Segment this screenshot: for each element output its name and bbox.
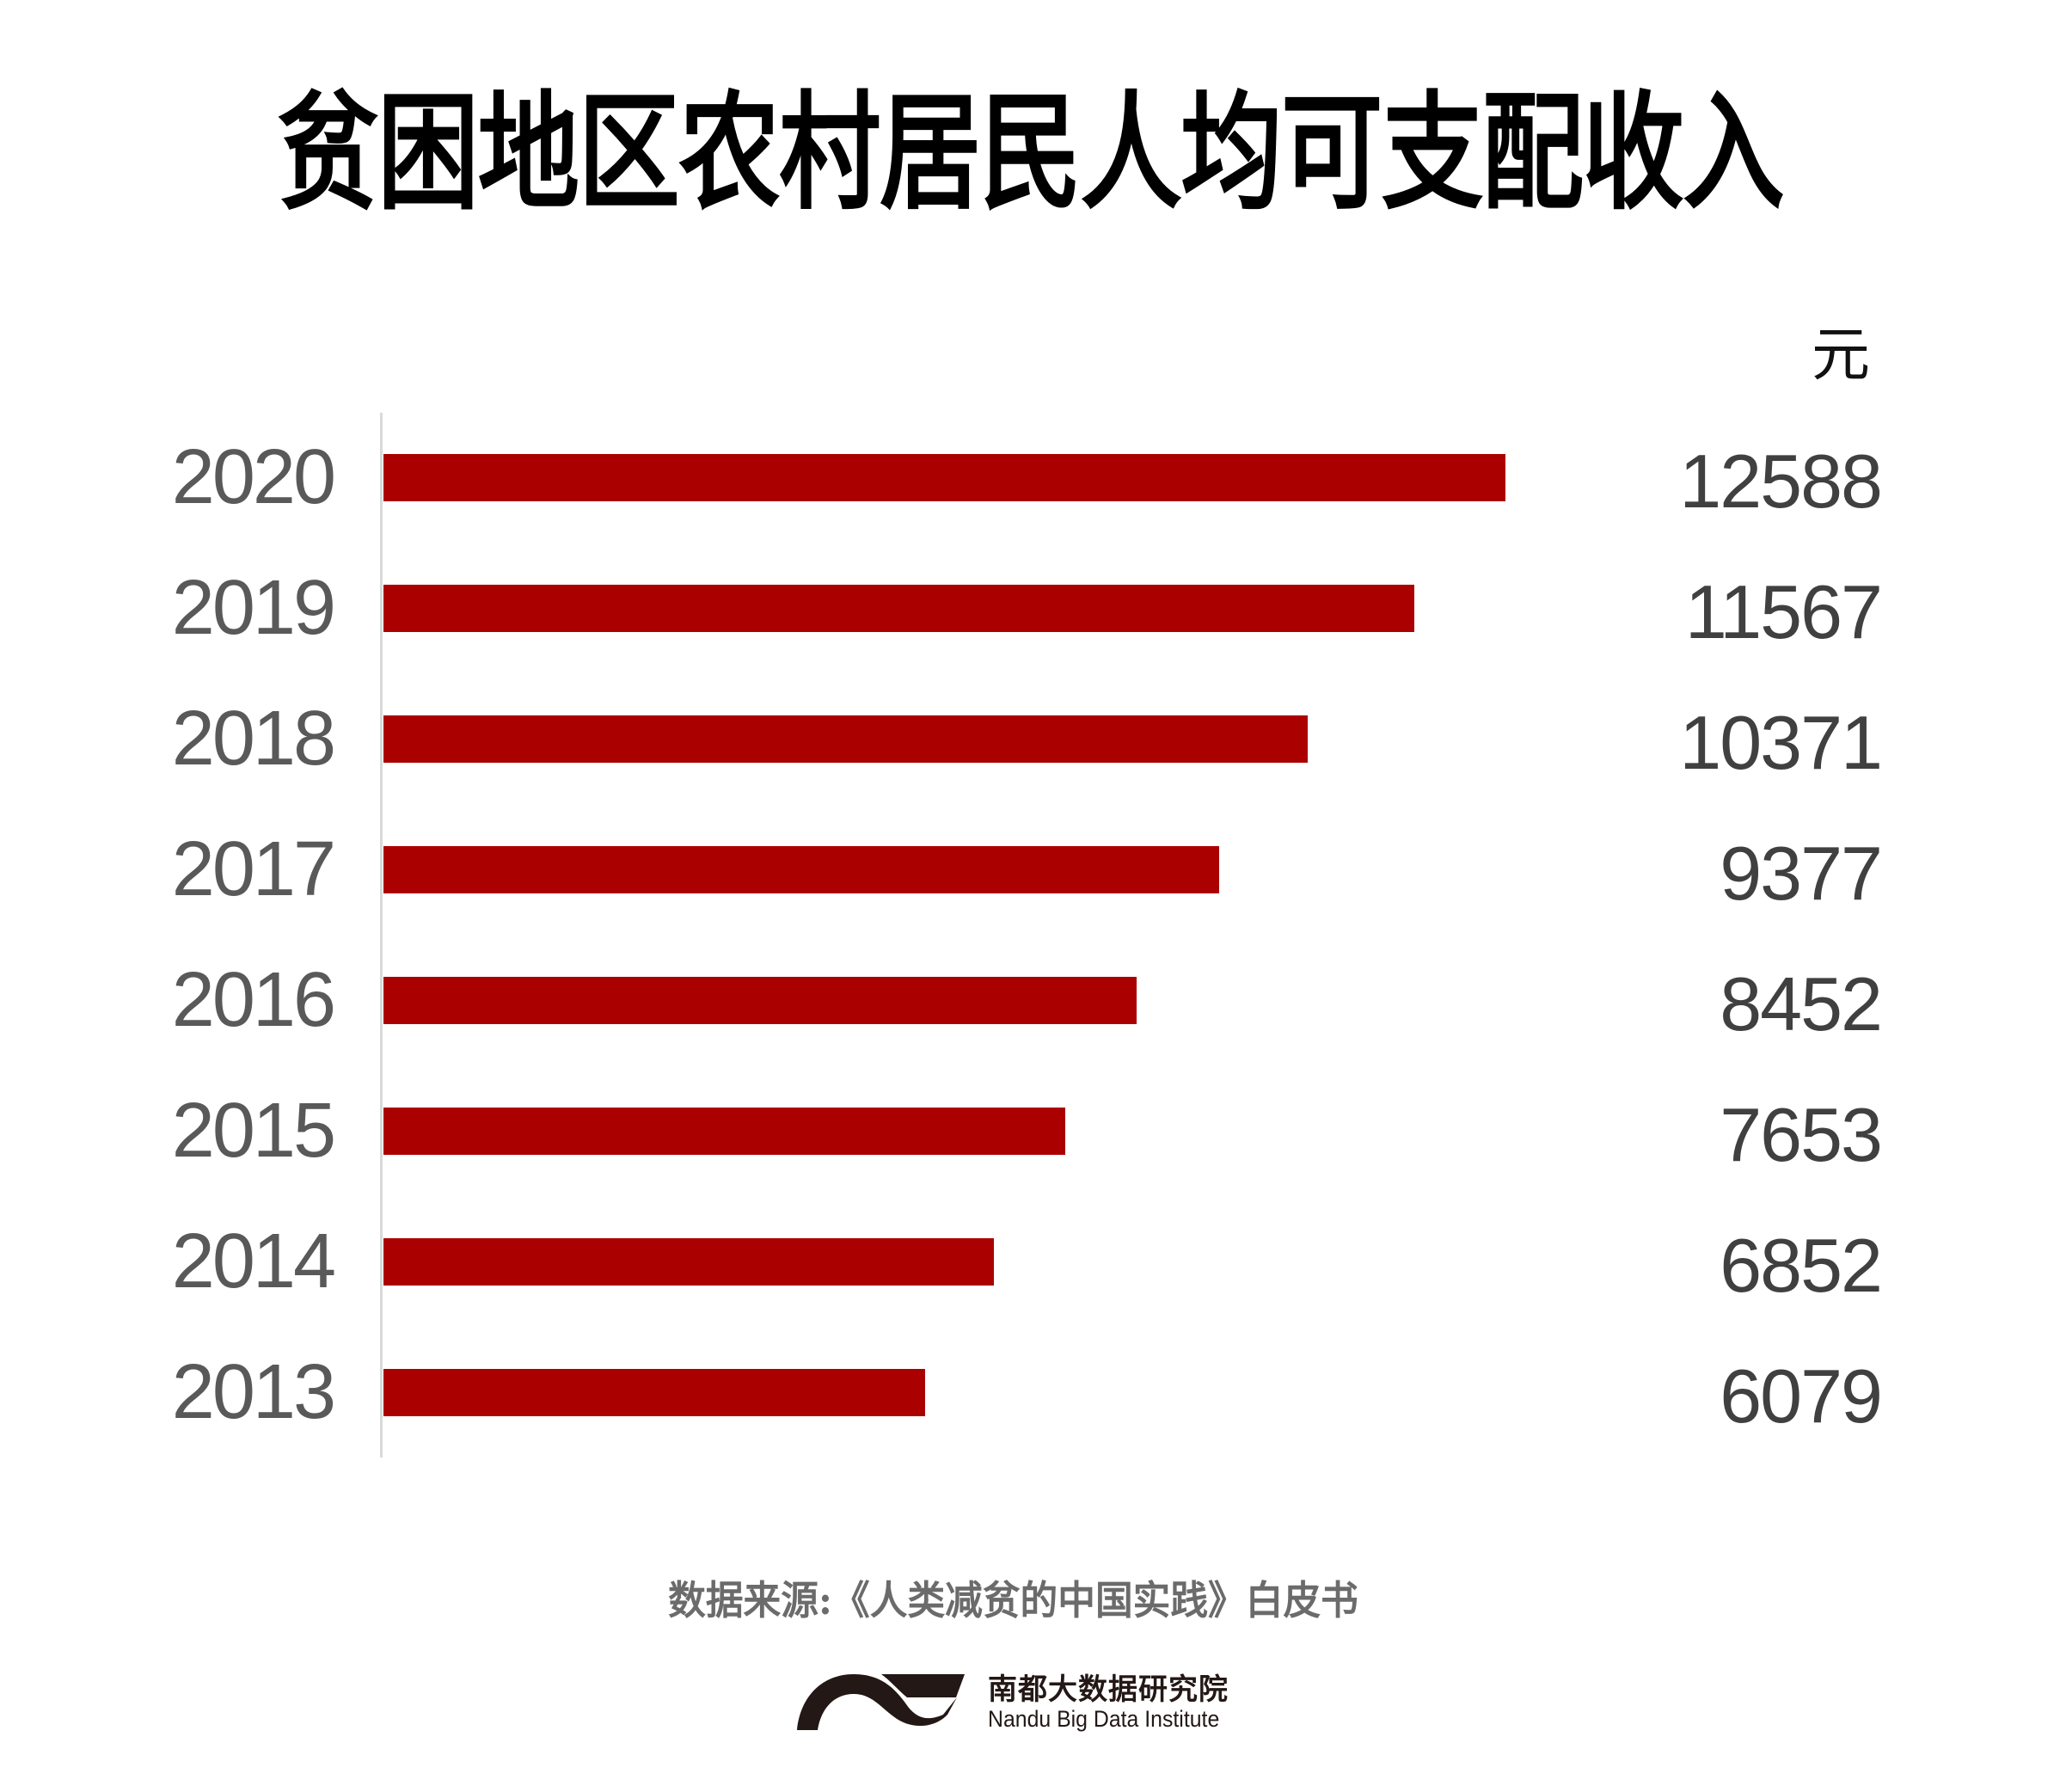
bar-2015 <box>383 1108 1065 1155</box>
bar-2016 <box>383 977 1137 1024</box>
bar-2013 <box>383 1369 925 1416</box>
logo-wave-shape <box>797 1674 957 1730</box>
y-axis-line <box>380 413 383 1458</box>
publisher-logo: 南都大数据研究院 Nandu Big Data Institute <box>797 1670 1244 1732</box>
logo-flag-shape <box>881 1674 965 1697</box>
nandu-wave-logo-icon <box>797 1674 965 1730</box>
year-label: 2015 <box>171 1088 336 1174</box>
year-label: 2014 <box>171 1218 336 1304</box>
value-label: 6079 <box>1720 1353 1883 1439</box>
bar-2018 <box>383 715 1308 763</box>
value-label: 8452 <box>1720 961 1883 1046</box>
year-label: 2017 <box>171 826 336 912</box>
bar-2019 <box>383 585 1414 632</box>
logo-name-cn: 南都大数据研究院 <box>988 1672 1229 1707</box>
year-label: 2013 <box>171 1349 336 1435</box>
bar-2017 <box>383 846 1219 893</box>
year-label: 2016 <box>171 957 336 1043</box>
year-label: 2018 <box>171 696 336 782</box>
value-label: 12588 <box>1679 439 1883 524</box>
chart-title: 贫困地区农村居民人均可支配收入 <box>277 79 1785 227</box>
value-label: 7653 <box>1720 1092 1883 1177</box>
logo-name-en: Nandu Big Data Institute <box>988 1706 1220 1732</box>
value-label: 11567 <box>1684 569 1883 654</box>
value-label: 9377 <box>1720 831 1883 916</box>
value-label: 10371 <box>1679 700 1883 785</box>
year-label: 2019 <box>171 565 336 651</box>
value-label: 6852 <box>1720 1223 1883 1308</box>
unit-label: 元 <box>1811 322 1870 390</box>
bar-2020 <box>383 454 1505 501</box>
chart-title-container: 贫困地区农村居民人均可支配收入 <box>0 76 2060 230</box>
source-note: 数据来源:《人类减贫的中国实践》白皮书 <box>667 1577 1358 1623</box>
source-note-container: 数据来源:《人类减贫的中国实践》白皮书 <box>0 1580 2060 1620</box>
bar-2014 <box>383 1238 994 1286</box>
year-label: 2020 <box>171 434 336 520</box>
